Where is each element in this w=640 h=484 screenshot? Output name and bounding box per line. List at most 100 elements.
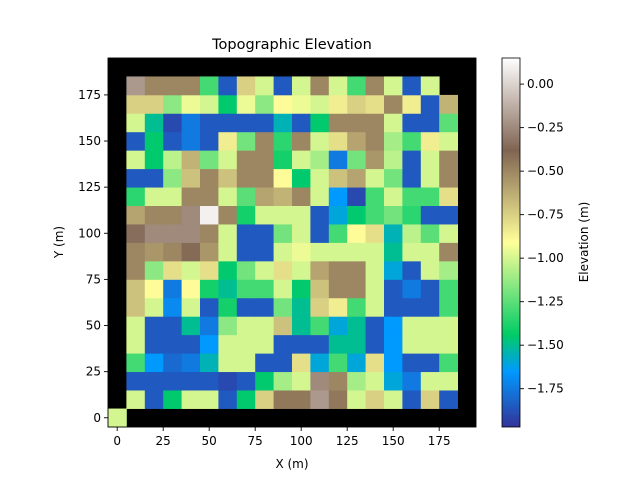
heatmap-cell xyxy=(420,334,440,354)
heatmap-cell xyxy=(126,205,146,225)
heatmap-cell xyxy=(181,94,201,114)
heatmap-cell xyxy=(402,131,422,151)
heatmap-cell xyxy=(420,205,440,225)
heatmap-cell xyxy=(200,390,219,409)
heatmap-cell xyxy=(181,187,201,206)
heatmap-cell xyxy=(420,260,440,280)
heatmap-cell xyxy=(310,168,330,188)
heatmap-cell xyxy=(236,187,256,206)
heatmap-cell xyxy=(365,150,385,170)
heatmap-cell xyxy=(292,94,311,114)
heatmap-cell xyxy=(420,242,440,262)
heatmap-cell xyxy=(365,224,385,243)
heatmap-cell xyxy=(328,279,348,299)
heatmap-cell xyxy=(126,150,146,170)
heatmap-cell xyxy=(347,205,366,225)
heatmap-cell xyxy=(365,205,385,225)
heatmap-cell xyxy=(310,224,330,243)
heatmap-cell xyxy=(439,150,458,170)
heatmap-cell xyxy=(255,279,274,299)
colorbar-tick-label: −0.50 xyxy=(527,164,564,178)
heatmap-cell xyxy=(236,242,256,262)
y-tick-label: 150 xyxy=(78,134,101,148)
heatmap-cell xyxy=(310,205,330,225)
heatmap-cell xyxy=(328,168,348,188)
heatmap-cell xyxy=(384,260,403,280)
heatmap-cell xyxy=(273,316,293,336)
heatmap-cell xyxy=(236,205,256,225)
heatmap-cell xyxy=(347,150,366,170)
heatmap-cell xyxy=(255,94,274,114)
heatmap-cell xyxy=(218,242,238,262)
heatmap-cell xyxy=(144,76,164,96)
heatmap-cell xyxy=(126,187,146,206)
heatmap-cell xyxy=(218,353,238,373)
heatmap-cell xyxy=(144,334,164,354)
heatmap-cell xyxy=(402,353,422,373)
heatmap-cell xyxy=(420,390,440,409)
heatmap-cell xyxy=(218,168,238,188)
y-tick-label: 100 xyxy=(78,226,101,240)
heatmap-cell xyxy=(218,297,238,317)
heatmap-cell xyxy=(402,224,422,243)
heatmap-cell xyxy=(328,371,348,391)
heatmap-cell xyxy=(236,150,256,170)
heatmap-cell xyxy=(255,353,274,373)
heatmap-cell xyxy=(365,353,385,373)
heatmap-cell xyxy=(420,279,440,299)
heatmap-cell xyxy=(365,131,385,151)
heatmap-cell xyxy=(144,297,164,317)
heatmap-cell xyxy=(420,113,440,133)
heatmap-cell xyxy=(384,316,403,336)
heatmap-cell xyxy=(200,76,219,96)
heatmap-cell xyxy=(439,205,458,225)
heatmap-cell xyxy=(365,316,385,336)
y-tick-label: 75 xyxy=(86,272,101,286)
heatmap-cell xyxy=(218,131,238,151)
heatmap-cell xyxy=(439,316,458,336)
plot-area xyxy=(108,58,476,428)
heatmap-cell xyxy=(402,260,422,280)
plot-frame xyxy=(107,57,477,428)
heatmap-cell xyxy=(273,150,293,170)
heatmap-cell xyxy=(200,260,219,280)
heatmap-cell xyxy=(347,131,366,151)
heatmap-cell xyxy=(200,94,219,114)
heatmap-cell xyxy=(126,131,146,151)
heatmap-cell xyxy=(273,168,293,188)
heatmap-cell xyxy=(328,260,348,280)
heatmap-cell xyxy=(126,279,146,299)
heatmap-cell xyxy=(255,371,274,391)
heatmap-cell xyxy=(255,297,274,317)
heatmap-cell xyxy=(218,316,238,336)
heatmap-cell xyxy=(144,390,164,409)
heatmap-cell xyxy=(144,113,164,133)
heatmap-cell xyxy=(163,316,182,336)
heatmap-cell xyxy=(347,279,366,299)
heatmap-cell xyxy=(236,353,256,373)
heatmap-cell xyxy=(126,353,146,373)
heatmap-cell xyxy=(328,316,348,336)
heatmap-cell xyxy=(402,150,422,170)
heatmap-cell xyxy=(439,187,458,206)
heatmap-cell xyxy=(365,390,385,409)
heatmap-cell xyxy=(439,353,458,373)
heatmap-cell xyxy=(365,297,385,317)
heatmap-cell xyxy=(218,205,238,225)
heatmap-cell xyxy=(144,371,164,391)
heatmap-cell xyxy=(144,353,164,373)
heatmap-cell xyxy=(126,94,146,114)
heatmap-cell xyxy=(328,205,348,225)
heatmap-cell xyxy=(328,150,348,170)
heatmap-cell xyxy=(181,297,201,317)
heatmap-cell xyxy=(328,113,348,133)
heatmap-cell xyxy=(255,260,274,280)
heatmap-cell xyxy=(181,279,201,299)
heatmap-cell xyxy=(384,168,403,188)
x-tick-label: 25 xyxy=(156,434,171,448)
heatmap-cell xyxy=(163,187,182,206)
heatmap-cell xyxy=(108,408,127,428)
heatmap-cell xyxy=(273,390,293,409)
